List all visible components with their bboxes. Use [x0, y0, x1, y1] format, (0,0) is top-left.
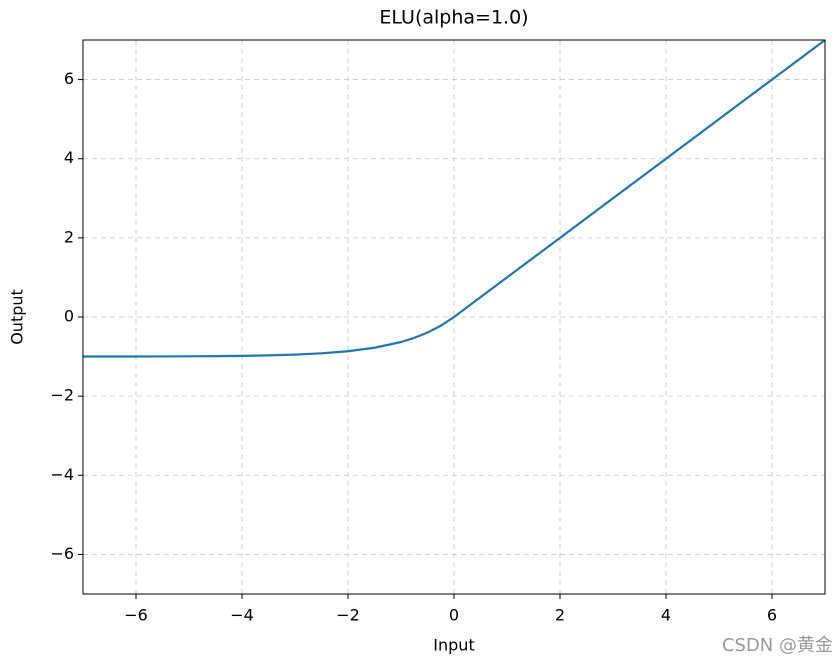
plot-frame [82, 39, 826, 595]
x-tick-label: −2 [336, 606, 360, 625]
x-tick-label: −4 [230, 606, 254, 625]
watermark: CSDN @黄金 [722, 635, 833, 656]
x-tick-label: 2 [555, 606, 565, 625]
x-tick-label: −6 [124, 606, 148, 625]
y-tick-label: −2 [50, 386, 74, 405]
y-tick-label: 2 [64, 227, 74, 246]
y-tick-label: 6 [64, 69, 74, 88]
y-tick-label: −4 [50, 465, 74, 484]
x-tick-label: 4 [661, 606, 671, 625]
y-tick-label: −6 [50, 544, 74, 563]
x-tick-label: 6 [767, 606, 777, 625]
y-tick-label: 4 [64, 148, 74, 167]
y-tick-label: 0 [64, 307, 74, 326]
line-series [83, 40, 825, 358]
x-axis-label: Input [433, 636, 474, 655]
chart-title: ELU(alpha=1.0) [379, 7, 528, 29]
y-axis-label: Output [8, 289, 27, 345]
x-tick-label: 0 [449, 606, 459, 625]
